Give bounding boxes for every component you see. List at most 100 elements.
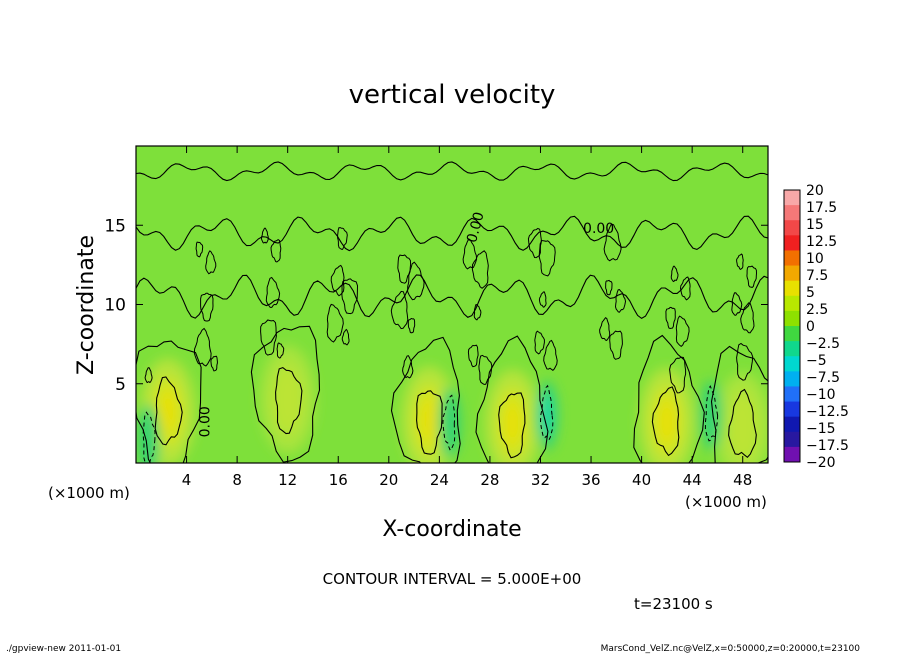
x-tick-label: 36 <box>581 471 600 489</box>
contour-5 <box>498 392 526 459</box>
contour-small <box>205 250 217 275</box>
contour-0 <box>136 274 768 320</box>
contour-small <box>407 317 416 334</box>
contour-small <box>736 342 754 381</box>
contour-5 <box>728 388 757 459</box>
colorbar-cell <box>784 371 800 387</box>
contour-small <box>740 302 755 334</box>
x-tick-label: 44 <box>683 471 702 489</box>
colorbar-label: −10 <box>806 387 836 403</box>
contour-5 <box>416 390 443 455</box>
contour-small <box>260 227 269 244</box>
contour-0 <box>633 334 705 463</box>
x-unit-left: (×1000 m) <box>48 484 130 502</box>
contour-small <box>276 342 285 359</box>
colorbar-cell <box>784 401 800 418</box>
contour-small <box>462 238 478 270</box>
x-tick-label: 8 <box>232 471 242 489</box>
colorbar-cell <box>784 386 800 403</box>
contour-small <box>210 355 218 372</box>
contour-small <box>614 289 627 313</box>
downdraft-core <box>541 393 553 438</box>
time-label: t=23100 s <box>634 595 713 613</box>
x-tick-label: 4 <box>182 471 192 489</box>
colorbar-cell <box>784 295 800 312</box>
colorbar-cell <box>784 265 800 282</box>
contour-label: 0.00 <box>464 210 488 244</box>
colorbar-cell <box>784 250 800 267</box>
contour-small <box>665 306 676 330</box>
contour-negative <box>442 394 456 452</box>
contour-small <box>144 367 153 384</box>
contour-0 <box>475 335 549 463</box>
colorbar-cell <box>784 235 800 251</box>
contour-small <box>330 264 345 297</box>
colorbar-cell <box>784 356 800 372</box>
colorbar-label: 2.5 <box>806 302 828 318</box>
contour-0 <box>136 161 768 182</box>
y-axis: 5 10 15 <box>104 216 768 395</box>
contour-label: 0.00 <box>197 406 213 437</box>
contour-small <box>390 290 409 330</box>
y-axis-label: Z-coordinate <box>74 235 99 375</box>
contour-small <box>402 355 414 379</box>
updraft-peak <box>505 402 521 444</box>
contour-0 <box>390 336 461 463</box>
contour-small <box>341 328 350 346</box>
contour-interval-note: CONTOUR INTERVAL = 5.000E+00 <box>323 570 582 588</box>
x-tick-label: 48 <box>733 471 752 489</box>
contour-small <box>746 265 758 288</box>
downdraft-halo <box>699 380 723 451</box>
contour-negative <box>539 384 554 441</box>
contour-small <box>473 304 482 321</box>
colorbar-cell <box>784 280 800 297</box>
colorbar-frame <box>783 189 801 463</box>
x-tick-label: 12 <box>278 471 297 489</box>
colorbar-label: 10 <box>806 251 824 267</box>
colorbar-label: −17.5 <box>806 438 849 454</box>
x-tick-label: 40 <box>632 471 651 489</box>
x-tick-label: 24 <box>430 471 449 489</box>
downdraft-halo <box>438 388 461 459</box>
contour-0 <box>136 215 768 252</box>
contour-small <box>543 339 558 371</box>
contour-small <box>603 223 622 262</box>
contour-5 <box>651 386 680 457</box>
contour-small <box>609 330 623 360</box>
colorbar-label: 7.5 <box>806 268 828 284</box>
contour-small <box>669 356 687 394</box>
colorbar-cell <box>784 341 800 357</box>
colorbar-cell <box>784 190 800 206</box>
colorbar-cell <box>784 220 800 236</box>
colorbar: 2017.51512.5107.552.50−2.5−5−7.5−10−12.5… <box>783 183 849 471</box>
contour-small <box>337 227 348 250</box>
colorbar-cell <box>784 431 800 448</box>
contour-small <box>675 315 690 348</box>
colorbar-cell <box>784 326 800 342</box>
contour-negative <box>142 411 156 463</box>
colorbar-label: 0 <box>806 319 815 335</box>
contour-small <box>471 250 489 289</box>
contour-negative <box>704 385 719 442</box>
colorbar-cell <box>784 416 800 433</box>
y-tick-label: 15 <box>104 216 126 236</box>
contour-small <box>527 227 542 259</box>
x-tick-label: 20 <box>379 471 398 489</box>
contour-5 <box>275 366 303 435</box>
colorbar-label: 15 <box>806 217 824 233</box>
contour-small <box>679 276 691 301</box>
colorbar-label: −12.5 <box>806 404 849 420</box>
contour-5 <box>154 376 183 446</box>
colorbar-label: −5 <box>806 353 827 369</box>
contour-small <box>467 344 479 368</box>
colorbar-label: −7.5 <box>806 370 840 386</box>
contour-small <box>326 303 344 343</box>
contour-small <box>407 261 425 301</box>
colorbar-label: 20 <box>806 183 824 199</box>
contour-small <box>599 317 611 341</box>
contour-small <box>534 330 545 355</box>
contour-small <box>341 278 359 315</box>
x-tick-label: 32 <box>531 471 550 489</box>
colorbar-label: −15 <box>806 421 836 437</box>
contour-small <box>200 292 214 322</box>
